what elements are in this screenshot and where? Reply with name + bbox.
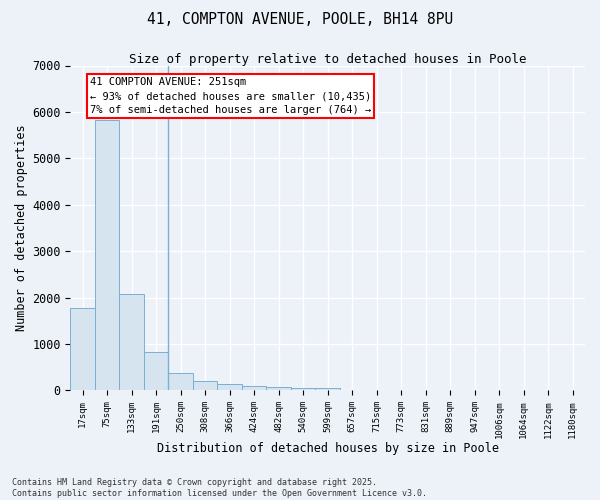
Y-axis label: Number of detached properties: Number of detached properties [15, 124, 28, 332]
Text: 41 COMPTON AVENUE: 251sqm
← 93% of detached houses are smaller (10,435)
7% of se: 41 COMPTON AVENUE: 251sqm ← 93% of detac… [90, 77, 371, 115]
Bar [242, 386, 266, 390]
Bar [217, 384, 242, 390]
Bar [169, 374, 193, 390]
Text: Contains HM Land Registry data © Crown copyright and database right 2025.
Contai: Contains HM Land Registry data © Crown c… [12, 478, 427, 498]
Bar [291, 388, 316, 390]
Bar [316, 388, 340, 390]
Bar [70, 308, 95, 390]
Title: Size of property relative to detached houses in Poole: Size of property relative to detached ho… [129, 52, 526, 66]
Text: 41, COMPTON AVENUE, POOLE, BH14 8PU: 41, COMPTON AVENUE, POOLE, BH14 8PU [147, 12, 453, 28]
Bar [119, 294, 144, 390]
Bar [266, 387, 291, 390]
Bar [193, 380, 217, 390]
Bar [144, 352, 169, 391]
Bar [95, 120, 119, 390]
X-axis label: Distribution of detached houses by size in Poole: Distribution of detached houses by size … [157, 442, 499, 455]
